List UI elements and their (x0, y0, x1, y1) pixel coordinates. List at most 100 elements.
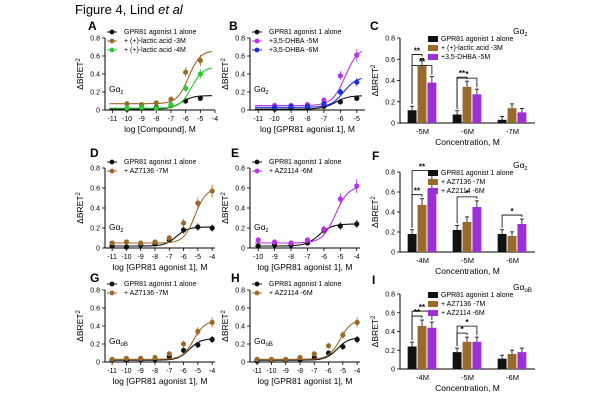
panel-F-ytick-label: 0 (391, 250, 395, 257)
panel-I-ytick-label: 0.2 (385, 348, 395, 355)
panel-B-point (337, 99, 343, 105)
panel-G-inset-label: GαoB (109, 336, 128, 348)
panel-C-bar (472, 94, 482, 123)
panel-I-significance-bracket (456, 325, 478, 347)
panel-D-legend-label: GPR81 agonist 1 alone (124, 159, 196, 166)
panel-F-significance-label: * (465, 189, 469, 198)
panel-C-significance-label: ** (419, 58, 426, 67)
panel-G-point (109, 356, 115, 362)
panel-A-ytick-label: 0.4 (90, 72, 100, 79)
panel-D-xtick-label: -6 (180, 254, 186, 261)
panel-H-point (297, 354, 303, 361)
panel-B-ylabel: ΔBRET2 (220, 57, 230, 89)
panel-D-ytick-label: 0.8 (90, 166, 100, 173)
panel-C-bar (517, 112, 527, 123)
panel-H-ytick-label: 0.2 (235, 342, 245, 349)
panel-G-point (180, 347, 187, 353)
panel-C-bar (407, 110, 417, 123)
panel-E-point (272, 239, 278, 245)
panel-D-ytick-label: 0.6 (90, 186, 100, 193)
panel-E-point (255, 237, 261, 243)
panel-F-letter: F (372, 149, 379, 163)
panel-E-ytick-label: 0.2 (235, 226, 245, 233)
panel-B-point (304, 103, 311, 109)
panel-I-ytick-label: 0.6 (385, 310, 395, 317)
panel-E-ytick-label: 0 (241, 246, 245, 253)
panel-H-legend-marker (254, 290, 260, 296)
panel-E-point (337, 196, 343, 202)
panel-G-point (166, 351, 172, 357)
panel-H-point (283, 356, 289, 362)
panel-D-point (138, 240, 144, 246)
panel-A-xtick-label: -5 (197, 116, 203, 123)
panel-G-point (123, 355, 130, 361)
panel-E-xtick-label: -7 (304, 254, 310, 261)
panel-D-xtick-label: -10 (121, 254, 131, 261)
panel-H-point (325, 343, 332, 349)
panel-E-inset-label: Gαz (254, 222, 269, 234)
panel-F-significance-bracket (456, 196, 478, 224)
panel-G-point (209, 336, 215, 343)
panel-H-xtick-label: -7 (311, 368, 317, 375)
panel-D-ytick-label: 0.4 (90, 206, 100, 213)
panel-F-ytick-label: 0.4 (385, 210, 395, 217)
panel-D-xtick-label: -5 (195, 254, 201, 261)
panel-F-legend-label: + AZ7136 -7M (441, 179, 485, 186)
panel-D: D ΔBRET2 0 0.2 0.4 0.6 0.8 -11 -10 -9 -8 -7 -6 -5 -4lo… (75, 146, 215, 272)
panel-A-xtick-label: -11 (108, 116, 118, 123)
panel-I-legend-label: + AZ2114 -6M (441, 310, 485, 317)
panel-H-point (354, 336, 360, 343)
panel-E-xtick-label: -6 (321, 254, 327, 261)
panel-F-bar (472, 207, 482, 252)
panel-A-fit-curve-1 (109, 50, 213, 105)
panel-D-xtick-label: -4 (209, 254, 215, 261)
panel-C-significance-label: * (465, 70, 469, 79)
panel-A-letter: A (88, 19, 97, 33)
panel-D-xtick-label: -8 (152, 254, 158, 261)
panel-E-ytick-label: 0.6 (235, 186, 245, 193)
panel-I-bar (462, 341, 472, 369)
panel-A-legend-marker (109, 29, 115, 35)
panel-I-bar (472, 341, 482, 369)
panel-B-xtick-label: -11 (253, 116, 263, 123)
panel-C-category-label: -7M (506, 127, 519, 136)
panel-I-ylabel: ΔBRET2 (370, 315, 380, 347)
figure-title: Figure 4, Lind et al (75, 2, 183, 17)
panel-A-xtick-label: -7 (168, 116, 174, 123)
panel-I-significance-label: ** (414, 308, 421, 317)
panel-I-significance-label: * (460, 325, 464, 334)
panel-B-point (288, 103, 294, 109)
panel-E-ylabel: ΔBRET2 (220, 191, 230, 223)
panel-D-inset-label: Gαz (109, 222, 124, 234)
panel-F-significance-bracket (501, 214, 523, 228)
panel-H-xtick-label: -8 (297, 368, 303, 375)
panel-D-point (152, 239, 158, 245)
panel-B-legend-label: GPR81 agonist 1 alone (269, 29, 341, 36)
panel-A-legend-marker (109, 38, 115, 44)
panel-F-bar (507, 236, 517, 252)
panel-H-point (268, 356, 275, 362)
panel-H-xtick-label: -6 (325, 368, 331, 375)
panel-B-xtick-label: -5 (354, 116, 360, 123)
panel-C-bar (417, 65, 427, 123)
panel-G-ytick-label: 0.2 (90, 342, 100, 349)
panel-C-bar (507, 108, 517, 123)
panel-H-xtick-label: -11 (252, 368, 262, 375)
panel-B-xlabel: log [GPR81 agonist 1], M (260, 124, 355, 134)
panel-G-legend-label: + AZ7136 -7M (124, 290, 168, 297)
panel-I-ytick-label: 0.4 (385, 329, 395, 336)
panel-H-ytick-label: 0.4 (235, 324, 245, 331)
panel-B-legend-marker (254, 47, 260, 53)
panel-E-legend-label: GPR81 agonist 1 alone (269, 159, 341, 166)
panel-E-point (337, 223, 343, 229)
panel-C-category-label: -5M (416, 127, 429, 136)
panel-B-ytick-label: 0.8 (235, 36, 245, 43)
panel-G-xtick-label: -5 (195, 368, 201, 375)
panel-B: B ΔBRET2 0 0.2 0.4 0.6 0.8 -11 -10 -9 -8 -7 -6 -5log … (220, 19, 365, 134)
panel-H-fit-curve-1 (254, 320, 358, 360)
panel-A-ytick-label: 0.6 (90, 54, 100, 61)
panel-B-ytick-label: 0.4 (235, 72, 245, 79)
panel-B-point (354, 52, 360, 58)
panel-D-fit-curve-1 (109, 190, 213, 244)
panel-I-legend-swatch (428, 292, 438, 298)
